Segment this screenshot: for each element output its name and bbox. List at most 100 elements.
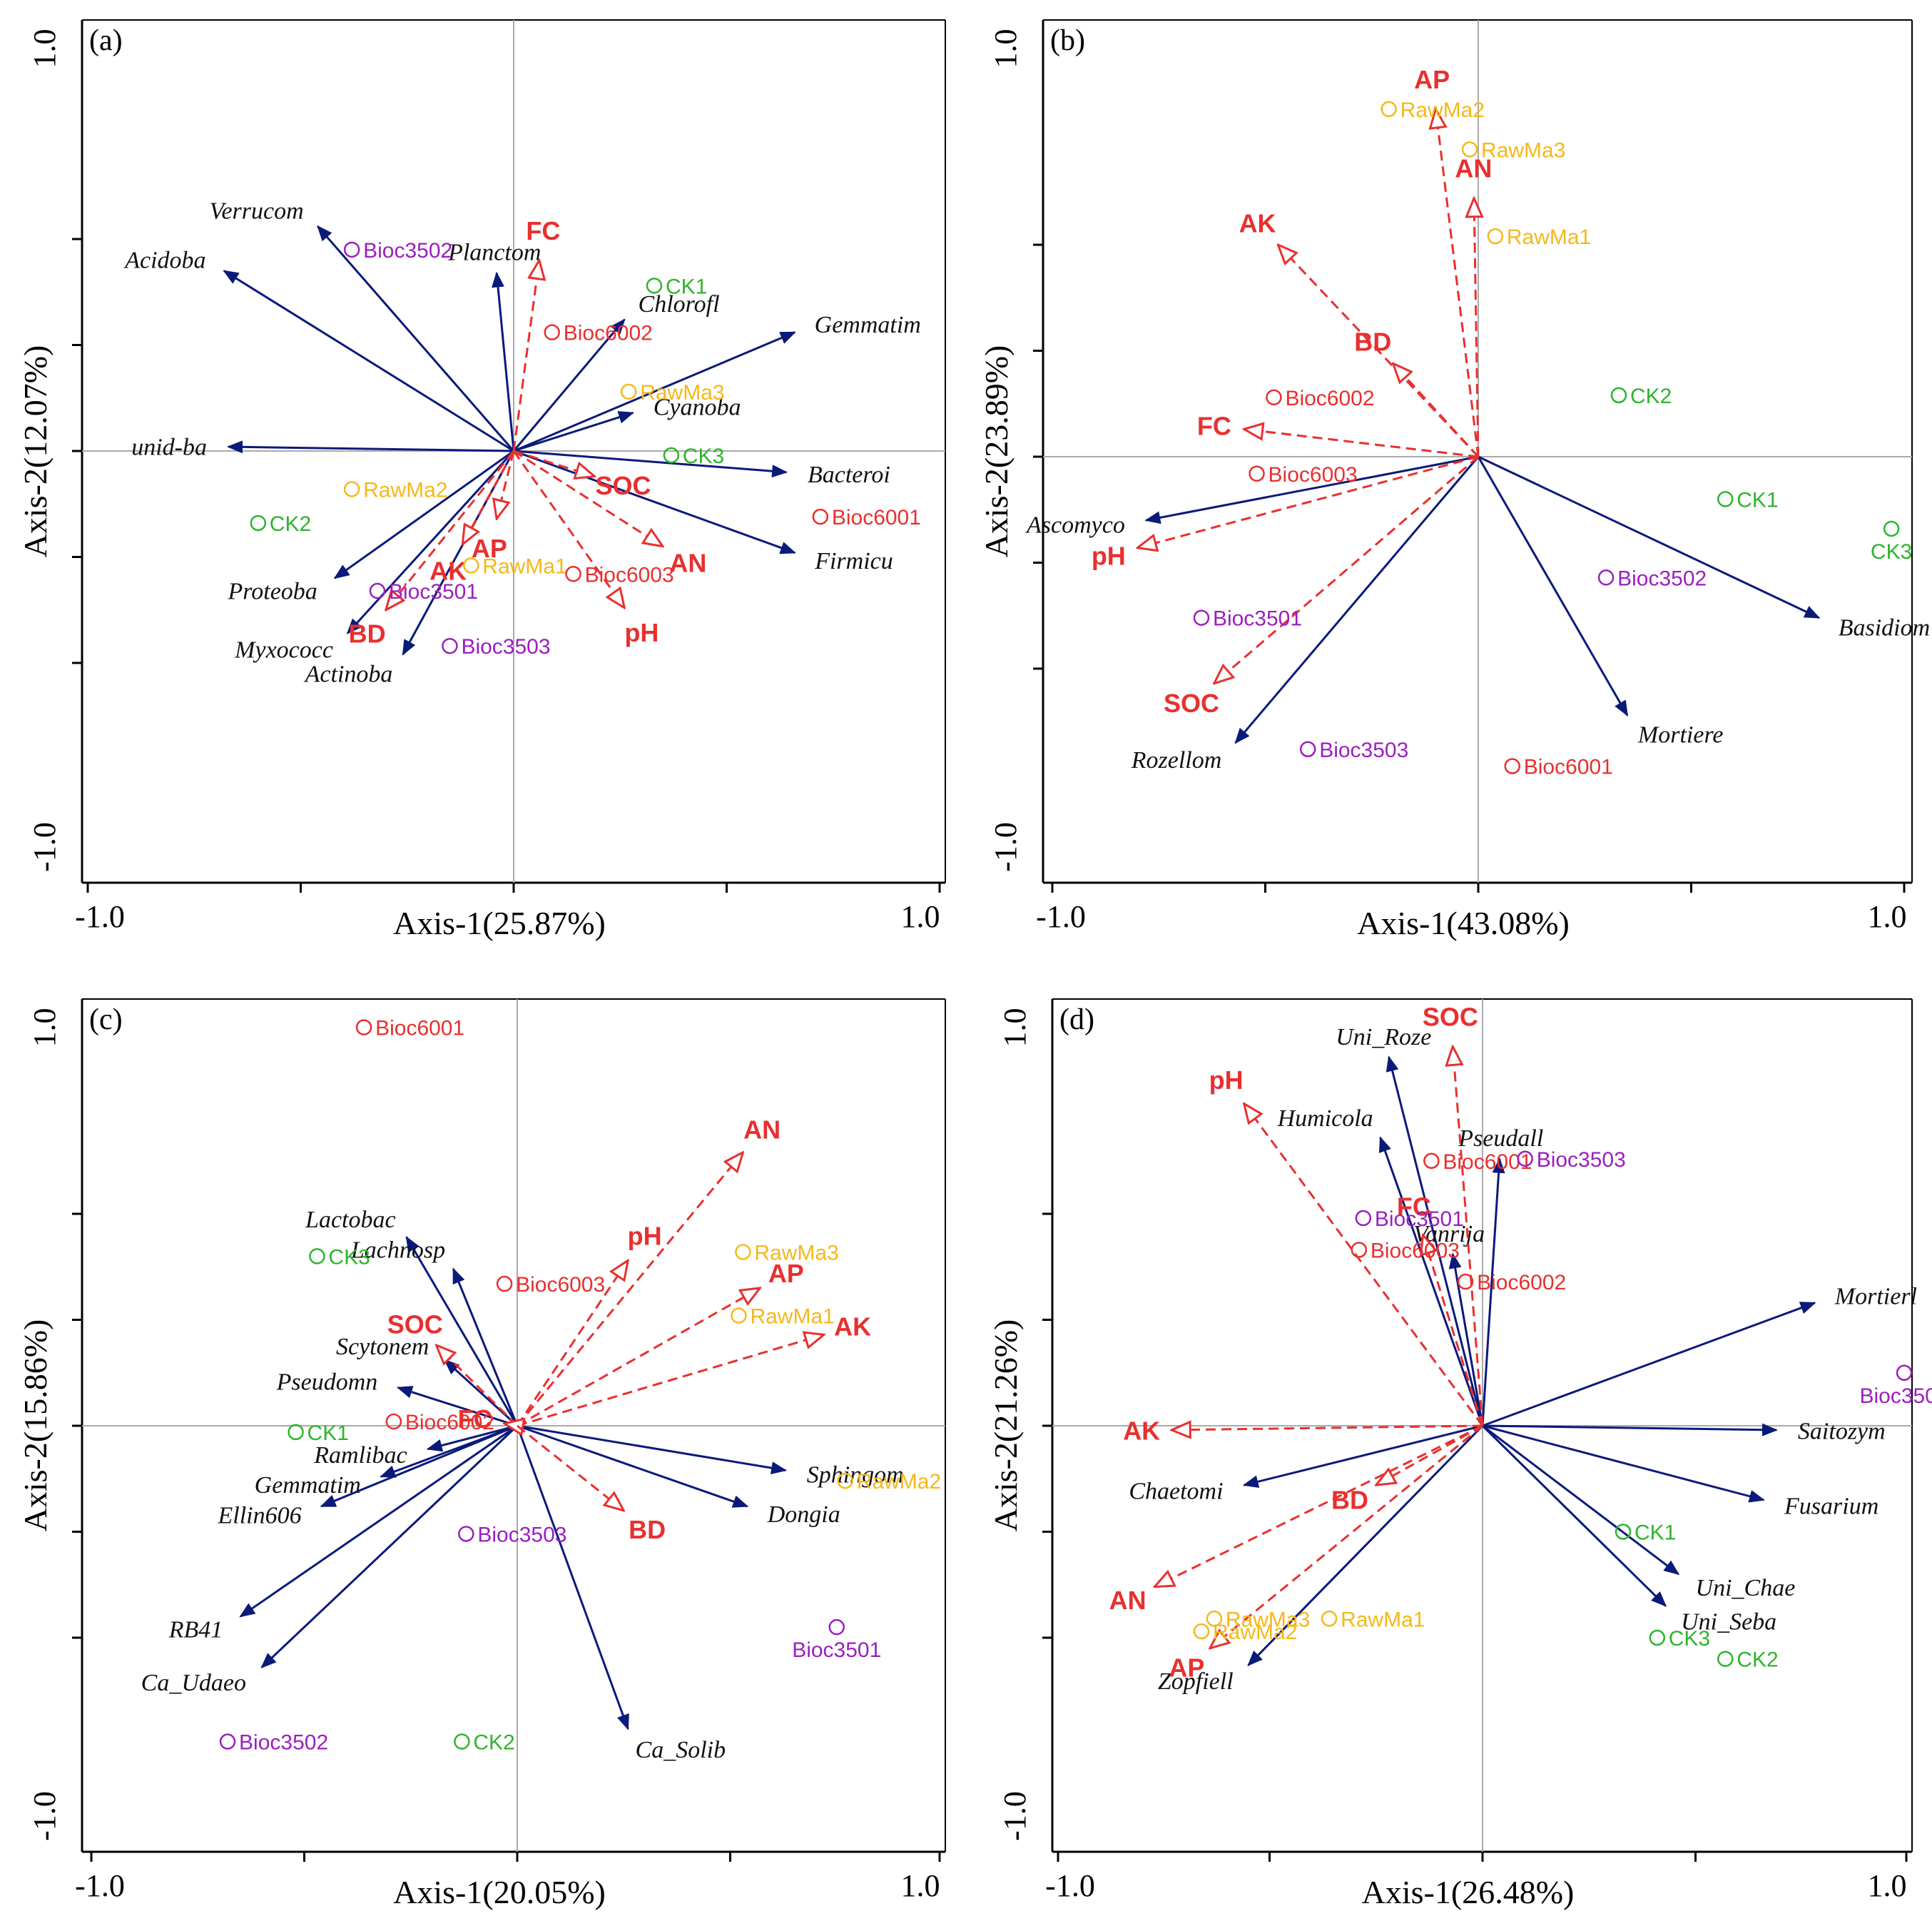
x-tick-label-max: 1.0 <box>901 899 940 934</box>
species-arrow <box>223 270 514 452</box>
x-axis-title: Axis-1(25.87%) <box>393 905 606 941</box>
sample-point <box>1597 569 1615 586</box>
sample-label: CK3 <box>1871 540 1912 564</box>
species-label: Uni_Chae <box>1696 1575 1796 1601</box>
env-label: AP <box>1414 65 1450 94</box>
sample-point <box>355 1019 372 1035</box>
species-label: Chaetomi <box>1129 1478 1223 1504</box>
sample-label: Bioc3501 <box>792 1638 881 1662</box>
species-label: Verrucom <box>209 198 303 225</box>
species-label: Basidiom <box>1839 615 1930 642</box>
sample-label: Bioc6002 <box>405 1411 494 1434</box>
sample-point <box>1610 387 1627 404</box>
species-arrow <box>1481 1424 1667 1607</box>
env-arrow <box>497 450 515 519</box>
env-arrow <box>512 260 539 452</box>
env-label: AP <box>768 1259 804 1288</box>
sample-point <box>1504 758 1521 774</box>
species-arrow <box>1482 1423 1778 1436</box>
sample-point <box>1883 520 1900 537</box>
env-label: AK <box>1239 208 1276 238</box>
sample-label: Bioc6003 <box>585 563 674 587</box>
species-label: Firmicu <box>814 548 893 574</box>
sample-point <box>343 241 360 258</box>
sample-point <box>1321 1611 1338 1627</box>
species-arrow <box>1234 456 1480 744</box>
env-arrow <box>1474 198 1478 457</box>
env-arrow <box>1393 363 1480 458</box>
sample-point <box>219 1733 236 1750</box>
x-tick-label-min: -1.0 <box>75 1868 125 1903</box>
sample-label: Bioc3503 <box>1537 1148 1626 1172</box>
sample-point <box>1381 101 1397 118</box>
sample-label: Bioc3503 <box>461 635 550 659</box>
y-axis-title: Axis-2(15.86%) <box>17 1319 54 1532</box>
sample-label: Bioc6003 <box>1268 463 1358 487</box>
y-tick-label-min: -1.0 <box>997 1791 1032 1841</box>
sample-label: Bioc3502 <box>1859 1384 1932 1408</box>
y-tick-label-max: 1.0 <box>997 1008 1032 1048</box>
env-arrow <box>1453 1046 1484 1426</box>
species-label: Zopfiell <box>1158 1668 1234 1695</box>
species-arrow <box>1144 455 1479 524</box>
species-label: Humicola <box>1277 1105 1373 1132</box>
species-label: Pseudomn <box>276 1369 378 1395</box>
sample-label: CK1 <box>666 275 707 298</box>
sample-label: Bioc3501 <box>389 580 478 604</box>
y-tick-label-max: 1.0 <box>988 29 1023 69</box>
sample-label: RawMa1 <box>750 1305 834 1329</box>
sample-point <box>1206 1611 1223 1627</box>
species-arrow <box>513 411 635 452</box>
sample-label: CK2 <box>270 512 311 536</box>
env-label: pH <box>1209 1065 1244 1095</box>
env-label: AN <box>1109 1586 1147 1615</box>
env-arrow <box>512 450 624 608</box>
x-tick-label-min: -1.0 <box>1036 899 1086 934</box>
species-label: Acidoba <box>123 248 205 274</box>
env-label: FC <box>1197 411 1231 440</box>
sample-point <box>735 1244 751 1260</box>
y-tick-label-min: -1.0 <box>988 822 1023 872</box>
sample-point <box>828 1618 845 1636</box>
env-label: SOC <box>595 471 651 500</box>
species-arrow <box>1477 456 1629 717</box>
env-arrow <box>1154 1424 1483 1587</box>
sample-label: CK2 <box>473 1731 514 1755</box>
sample-label: RawMa3 <box>1481 138 1565 162</box>
species-label: Sphingom <box>807 1461 904 1488</box>
env-label: FC <box>458 1404 492 1434</box>
sample-label: Bioc3503 <box>477 1523 566 1546</box>
species-label: Planctom <box>447 240 541 266</box>
sample-point <box>309 1248 325 1264</box>
sample-point <box>620 383 637 400</box>
env-label: pH <box>628 1221 662 1250</box>
env-arrow <box>1244 1104 1484 1426</box>
y-tick-label-min: -1.0 <box>27 822 62 872</box>
sample-point <box>442 637 458 654</box>
species-arrow <box>405 1235 519 1426</box>
species-label: Chlorofl <box>639 291 720 318</box>
species-arrow <box>516 1425 629 1730</box>
env-label: pH <box>1092 542 1126 571</box>
sample-label: RawMa2 <box>857 1470 941 1494</box>
env-label: AN <box>743 1115 781 1144</box>
sample-point <box>1457 1273 1474 1290</box>
sample-point <box>1299 741 1316 758</box>
sample-point <box>458 1526 474 1542</box>
sample-label: RawMa3 <box>1226 1608 1310 1631</box>
species-arrow <box>492 271 515 452</box>
env-arrow <box>437 1345 519 1427</box>
species-label: Ramlibac <box>313 1442 407 1469</box>
sample-point <box>1517 1150 1533 1167</box>
sample-label: Bioc3502 <box>239 1731 328 1755</box>
species-arrow <box>346 450 515 634</box>
sample-point <box>1717 491 1734 507</box>
sample-label: CK3 <box>328 1245 370 1269</box>
species-arrow <box>1482 1302 1816 1427</box>
sample-label: CK3 <box>683 445 724 468</box>
env-arrow <box>1171 1426 1483 1430</box>
species-arrow <box>396 1386 518 1427</box>
species-arrow <box>452 1267 519 1426</box>
env-label: AK <box>1123 1416 1160 1446</box>
